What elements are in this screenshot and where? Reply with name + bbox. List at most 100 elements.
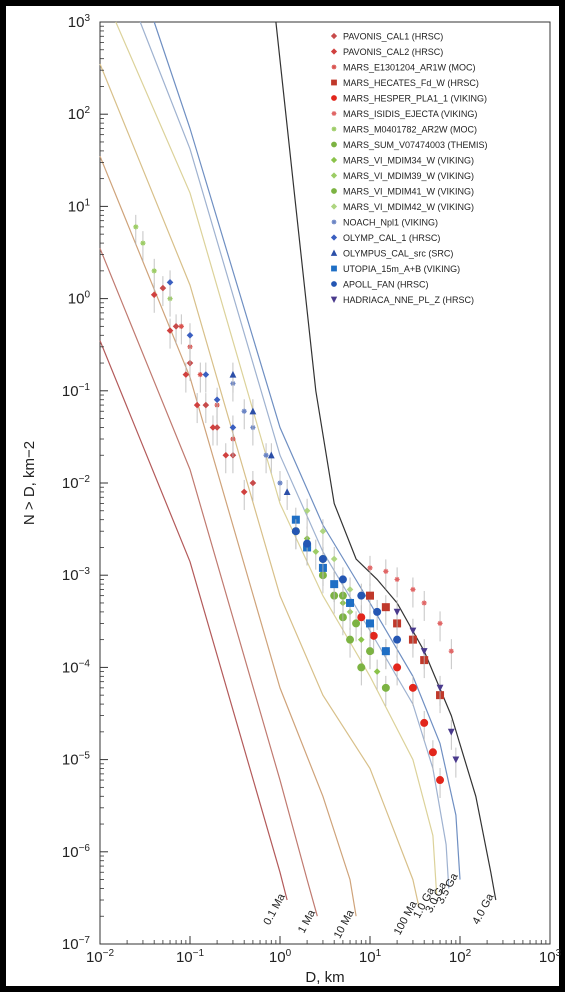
data-point [166, 327, 174, 334]
legend-label: MARS_VI_MDIM34_W (VIKING) [343, 156, 474, 166]
legend-label: PAVONIS_CAL2 (HRSC) [343, 47, 443, 57]
data-point [178, 323, 184, 329]
data-point [346, 598, 355, 607]
data-point [182, 371, 190, 378]
plot-area [99, 21, 551, 945]
data-point [357, 613, 366, 622]
data-point [366, 619, 374, 628]
data-point [331, 126, 337, 132]
data-point [330, 48, 338, 55]
data-series [357, 605, 445, 799]
data-point [331, 188, 337, 194]
legend-label: MARS_E1301204_AR1W (MOC) [343, 63, 476, 73]
legend-entry: MARS_HECATES_Fd_W (HRSC) [331, 78, 479, 88]
legend-label: MARS_HECATES_Fd_W (HRSC) [343, 78, 479, 88]
legend-entry: OLYMP_CAL_1 (HRSC) [330, 233, 440, 243]
data-point [249, 479, 257, 487]
data-point [159, 284, 167, 292]
legend-label: OLYMPUS_CAL_src (SRC) [343, 249, 453, 259]
legend-entry: MARS_ISIDIS_EJECTA (VIKING) [331, 109, 477, 119]
data-point [447, 728, 455, 736]
legend-label: MARS_VI_MDIM39_W (VIKING) [343, 171, 474, 181]
isochron-line [275, 21, 497, 901]
data-point [409, 627, 417, 635]
legend-entry: OLYMPUS_CAL_src (SRC) [330, 249, 453, 259]
data-point [369, 631, 378, 640]
data-point [303, 539, 312, 548]
legend-label: APOLL_FAN (HRSC) [343, 280, 429, 290]
data-point [283, 488, 291, 496]
data-series [229, 362, 291, 510]
data-point [213, 396, 221, 404]
legend-entry: UTOPIA_15m_A+B (VIKING) [331, 264, 460, 274]
data-point [330, 203, 338, 210]
data-point [291, 527, 300, 536]
data-point [436, 684, 444, 692]
data-point [394, 576, 400, 583]
legend-entry: MARS_VI_MDIM42_W (VIKING) [330, 202, 474, 212]
data-point [331, 95, 337, 101]
data-point [420, 718, 429, 727]
data-point [381, 683, 390, 692]
data-series [291, 519, 402, 658]
data-point [383, 568, 389, 574]
data-series [303, 498, 354, 608]
data-point [381, 647, 390, 656]
legend-label: NOACH_Npl1 (VIKING) [343, 218, 438, 228]
legend-label: MARS_SUM_V07474003 (THEMIS) [343, 140, 488, 150]
legend-entry: MARS_VI_MDIM39_W (VIKING) [330, 171, 474, 181]
legend-entry: PAVONIS_CAL2 (HRSC) [330, 47, 443, 57]
legend-label: PAVONIS_CAL1 (HRSC) [343, 32, 443, 42]
legend: PAVONIS_CAL1 (HRSC) PAVONIS_CAL2 (HRSC) MA… [330, 32, 488, 305]
legend-entry: APOLL_FAN (HRSC) [331, 280, 429, 290]
data-point [437, 620, 443, 627]
data-point [249, 407, 257, 415]
series-layer [133, 214, 460, 799]
legend-label: MARS_ISIDIS_EJECTA (VIKING) [343, 109, 477, 119]
data-point [331, 265, 337, 272]
data-point [346, 635, 355, 644]
data-point [197, 371, 203, 378]
data-point [133, 224, 139, 230]
data-point [150, 291, 158, 299]
data-point [420, 648, 428, 655]
data-point [367, 565, 373, 571]
data-point [331, 219, 337, 225]
data-point [452, 756, 460, 764]
data-point [193, 401, 201, 409]
data-point [267, 451, 275, 459]
data-point [330, 172, 338, 179]
legend-entry: HADRIACA_NNE_PL_Z (HRSC) [330, 295, 474, 305]
data-point [318, 554, 327, 563]
data-point [240, 488, 248, 496]
data-point [393, 663, 402, 672]
data-point [151, 268, 157, 274]
data-point [338, 575, 347, 584]
legend-label: HADRIACA_NNE_PL_Z (HRSC) [343, 295, 474, 305]
legend-entry: MARS_M0401782_AR2W (MOC) [331, 125, 477, 135]
data-point [393, 635, 402, 644]
data-point [428, 748, 437, 757]
data-point [331, 64, 337, 70]
isochron-line [99, 63, 420, 908]
data-point [263, 452, 269, 458]
data-point [331, 141, 337, 148]
data-point [202, 371, 210, 378]
legend-label: OLYMP_CAL_1 (HRSC) [343, 233, 440, 243]
data-point [366, 647, 374, 656]
data-point [140, 240, 146, 246]
legend-label: MARS_M0401782_AR2W (MOC) [343, 125, 477, 135]
legend-entry: MARS_HESPER_PLA1_1 (VIKING) [331, 94, 487, 104]
isochron-line [99, 340, 288, 901]
data-point [303, 507, 311, 515]
y-axis-label: N > D, km−2 [21, 441, 38, 525]
data-point [331, 111, 337, 116]
data-point [229, 424, 237, 431]
data-point [241, 408, 247, 414]
data-point [319, 527, 327, 535]
data-point [352, 619, 361, 628]
data-point [172, 323, 180, 330]
data-point [331, 281, 337, 287]
